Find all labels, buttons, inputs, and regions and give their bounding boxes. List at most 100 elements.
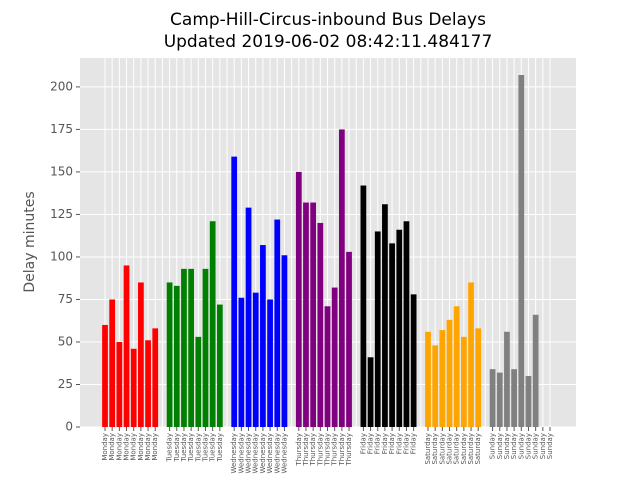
x-tick-label: Saturday xyxy=(460,433,468,465)
x-tick-label: Thursday xyxy=(316,433,324,467)
x-tick-label: Sunday xyxy=(524,433,532,459)
x-tick-label: Thursday xyxy=(324,433,332,467)
x-tick-label: Monday xyxy=(123,433,131,461)
bar xyxy=(116,341,123,427)
chart-title: Camp-Hill-Circus-inbound Bus Delays xyxy=(170,10,486,30)
bar xyxy=(123,265,130,427)
bar xyxy=(496,372,503,427)
bar xyxy=(446,319,453,427)
y-axis-label: Delay minutes xyxy=(22,191,38,292)
bar xyxy=(396,229,403,427)
bar xyxy=(453,306,460,427)
bar xyxy=(511,369,517,427)
x-tick-label: Saturday xyxy=(438,433,446,465)
x-tick-label: Thursday xyxy=(345,433,353,467)
x-tick-label: Friday xyxy=(388,433,396,454)
bar xyxy=(367,357,374,427)
x-tick-label: Saturday xyxy=(467,433,475,465)
x-tick-label: Friday xyxy=(395,433,403,454)
x-tick-label: Friday xyxy=(402,433,410,454)
x-tick-label: Monday xyxy=(130,433,138,461)
x-tick-label: Tuesday xyxy=(166,433,174,462)
bar xyxy=(425,331,431,427)
bar xyxy=(317,222,324,427)
x-tick-label: Friday xyxy=(410,433,418,454)
x-tick-label: Tuesday xyxy=(216,433,224,462)
bar xyxy=(166,282,173,427)
bar xyxy=(382,204,388,427)
bar xyxy=(389,243,395,427)
x-tick-label: Tuesday xyxy=(173,433,181,462)
y-tick-label: 25 xyxy=(58,377,73,391)
bar xyxy=(525,375,532,427)
bar xyxy=(338,129,345,427)
bar xyxy=(310,202,317,427)
x-tick-label: Wednesday xyxy=(230,433,238,474)
x-tick-label: Sunday xyxy=(517,433,525,459)
x-tick-label: Wednesday xyxy=(252,433,260,474)
bar xyxy=(489,369,496,427)
x-tick-label: Thursday xyxy=(295,433,303,467)
bar xyxy=(274,219,281,427)
x-tick-label: Sunday xyxy=(503,433,511,459)
bar xyxy=(303,202,309,427)
y-tick-label: 125 xyxy=(50,207,73,221)
x-tick-label: Saturday xyxy=(424,433,432,465)
bar xyxy=(202,268,209,427)
x-tick-label: Wednesday xyxy=(280,433,288,474)
x-tick-label: Sunday xyxy=(539,433,547,459)
x-tick-label: Wednesday xyxy=(266,433,274,474)
x-tick-label: Friday xyxy=(359,433,367,454)
bar xyxy=(374,231,381,427)
x-tick-label: Thursday xyxy=(302,433,310,467)
bar xyxy=(195,336,202,427)
x-tick-label: Thursday xyxy=(309,433,317,467)
bar xyxy=(324,306,331,427)
bar xyxy=(475,328,482,427)
x-tick-label: Wednesday xyxy=(245,433,253,474)
x-tick-label: Saturday xyxy=(431,433,439,465)
y-tick-label: 50 xyxy=(58,334,73,348)
bar xyxy=(504,331,510,427)
x-tick-label: Friday xyxy=(381,433,389,454)
x-tick-label: Monday xyxy=(144,433,152,461)
x-tick-label: Sunday xyxy=(532,433,540,459)
bar xyxy=(245,207,252,427)
x-tick-label: Wednesday xyxy=(237,433,245,474)
x-tick-label: Tuesday xyxy=(209,433,217,462)
x-tick-label: Friday xyxy=(367,433,375,454)
bar xyxy=(410,294,417,427)
x-tick-label: Wednesday xyxy=(259,433,267,474)
bar xyxy=(461,336,467,427)
bar xyxy=(346,251,352,427)
bar xyxy=(216,304,223,427)
bar xyxy=(145,340,151,427)
bar xyxy=(181,268,187,427)
x-tick-label: Monday xyxy=(108,433,116,461)
bar xyxy=(252,292,259,427)
y-tick-label: 175 xyxy=(50,122,73,136)
x-tick-label: Monday xyxy=(101,433,109,461)
bar xyxy=(281,255,288,427)
x-tick-label: Friday xyxy=(374,433,382,454)
bar xyxy=(173,285,180,427)
x-tick-label: Tuesday xyxy=(194,433,202,462)
bar xyxy=(130,348,137,427)
bar xyxy=(102,324,108,427)
bar xyxy=(138,282,144,427)
bar xyxy=(360,185,367,427)
x-tick-label: Sunday xyxy=(510,433,518,459)
x-tick-label: Monday xyxy=(137,433,145,461)
bar xyxy=(532,314,539,427)
x-tick-label: Wednesday xyxy=(273,433,281,474)
y-tick-label: 100 xyxy=(50,249,73,263)
x-tick-label: Tuesday xyxy=(180,433,188,462)
x-tick-label: Monday xyxy=(115,433,123,461)
x-tick-label: Saturday xyxy=(446,433,454,465)
bar xyxy=(188,268,194,427)
x-tick-label: Thursday xyxy=(331,433,339,467)
bar xyxy=(209,221,216,427)
x-tick-label: Sunday xyxy=(496,433,504,459)
bar xyxy=(231,156,238,428)
